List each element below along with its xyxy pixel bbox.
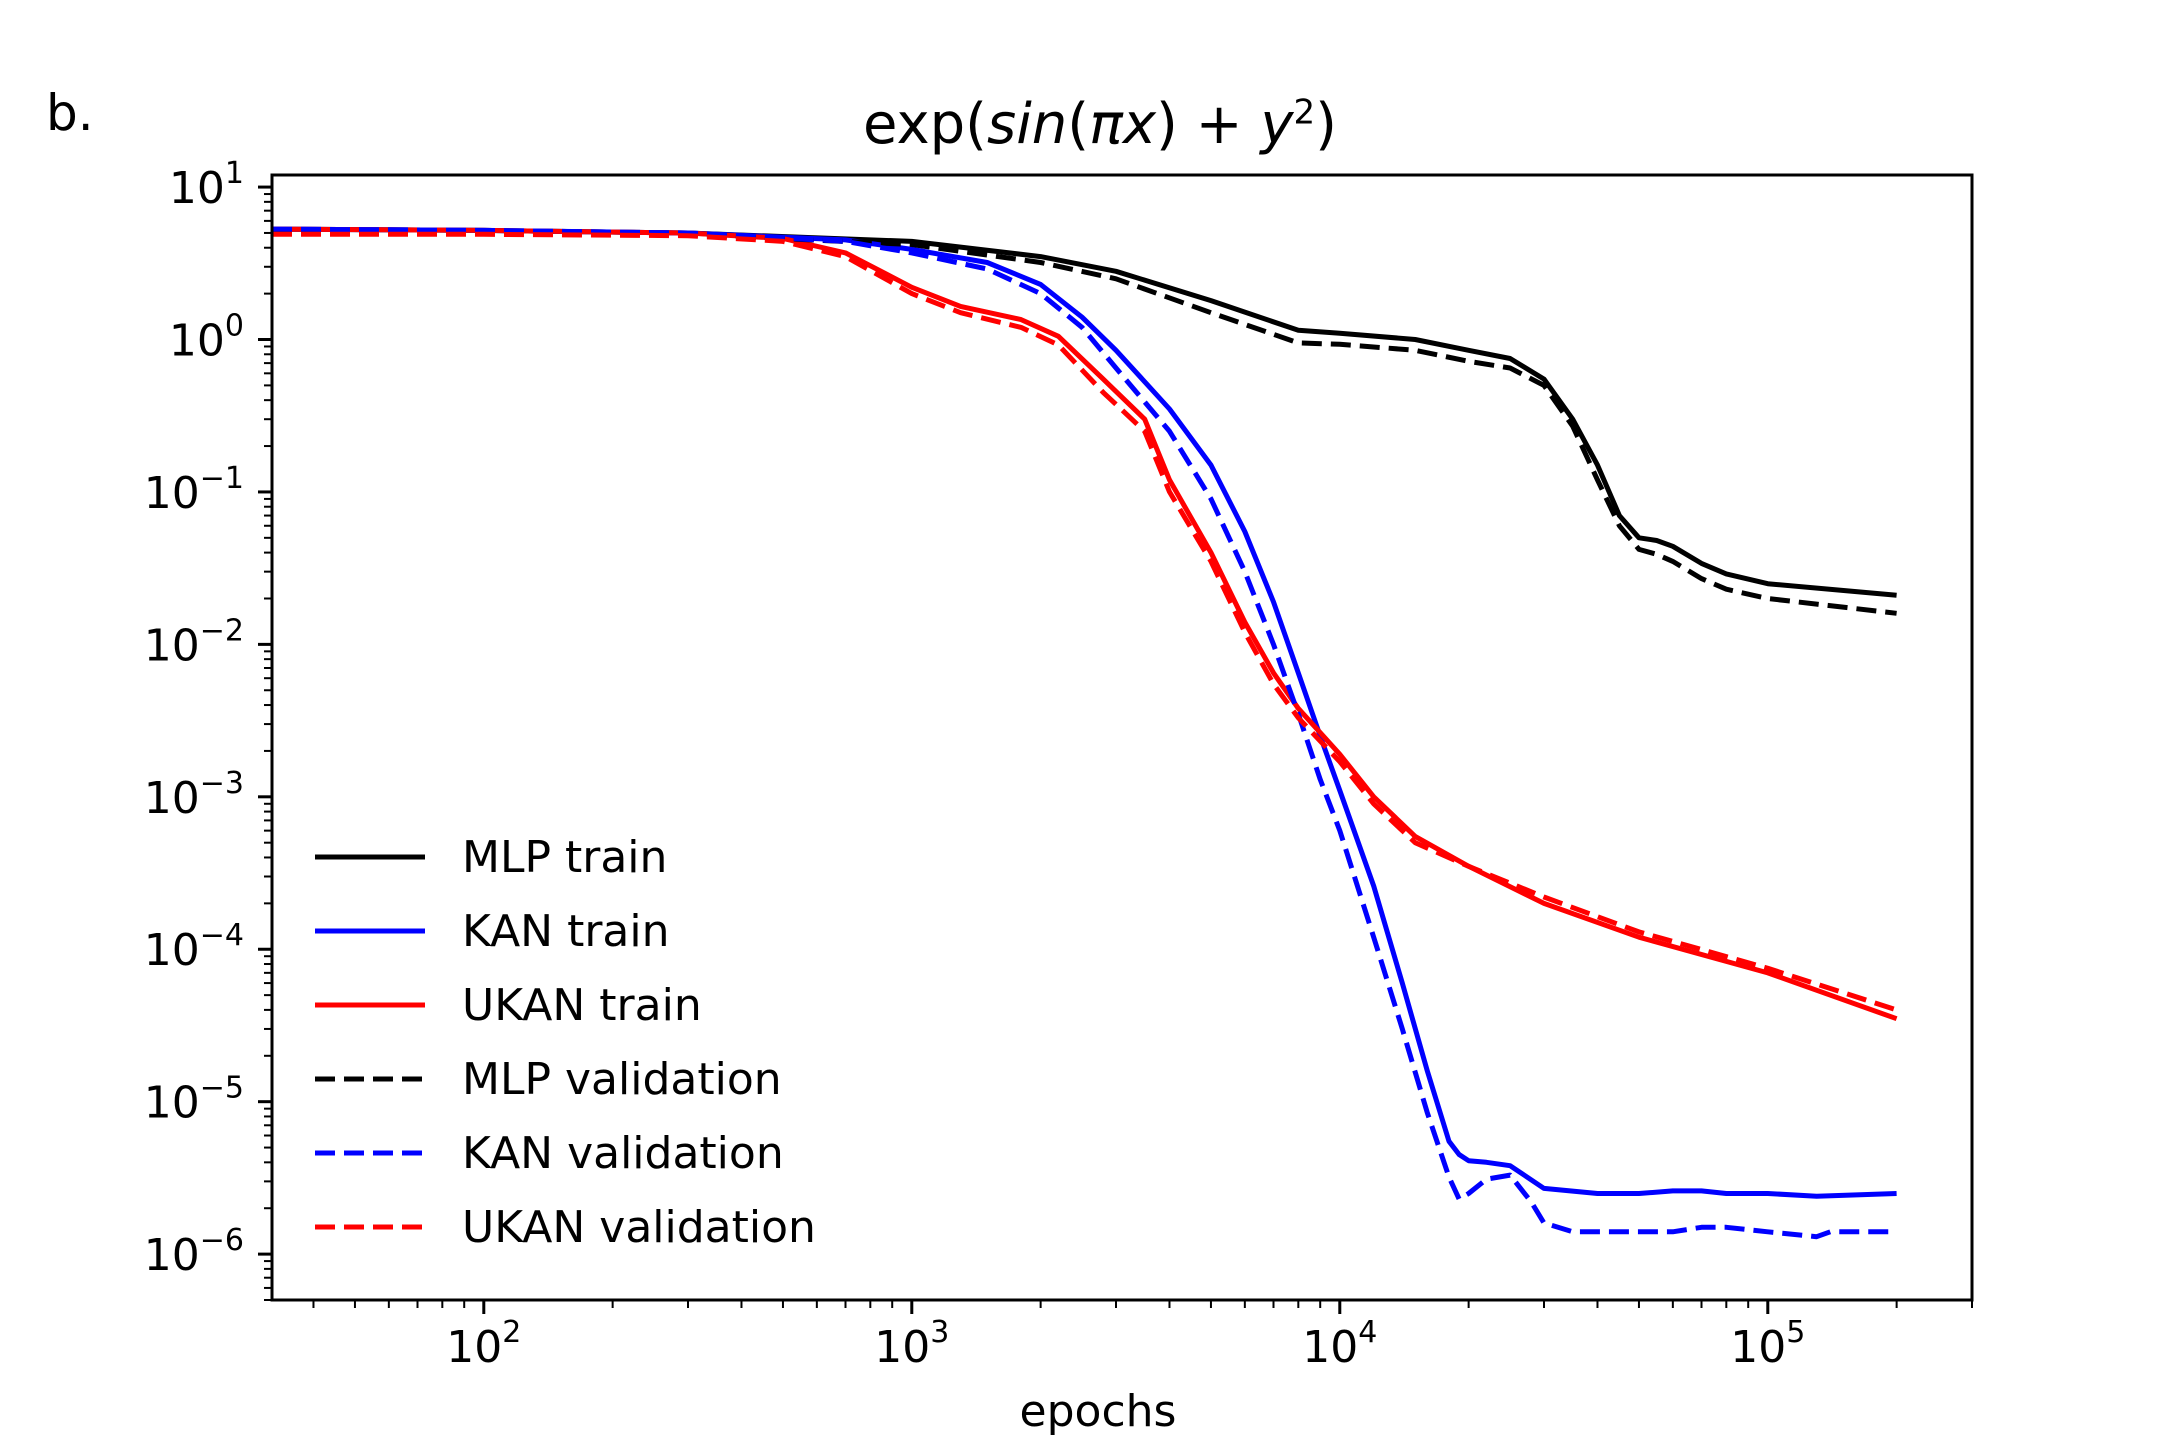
x-tick-label: 102 [446, 1315, 521, 1373]
x-tick-label: 103 [874, 1315, 949, 1373]
y-tick-label: 10−1 [144, 461, 244, 519]
x-tick-label: 105 [1730, 1315, 1805, 1373]
legend-label: UKAN train [462, 980, 702, 1031]
y-tick-label: 10−4 [144, 918, 244, 976]
title-sup: 2 [1293, 92, 1316, 133]
tick-layer: 102 103 104 105 101 100 10−1 10−2 10−3 10−4 10−5 10… [144, 156, 1973, 1373]
y-tick-label: 100 [169, 309, 244, 367]
series-line-ukan-validation [272, 231, 1898, 1013]
title-post: ) [1315, 92, 1337, 157]
title-yvar: y [1260, 92, 1294, 157]
plot-frame [270, 173, 1974, 1302]
panel-label: b. [46, 84, 94, 142]
series-line-mlp-train [271, 226, 1897, 598]
title-func: sin [987, 92, 1068, 157]
x-tick-label: 104 [1302, 1315, 1377, 1373]
y-tick-label: 10−2 [144, 613, 244, 671]
legend-label: MLP validation [462, 1054, 782, 1105]
series-layer [271, 226, 1898, 1240]
chart-title: exp(sin(πx) + y2) [0, 92, 2160, 157]
y-tick-label: 10−5 [144, 1071, 244, 1129]
title-pix: πx [1089, 92, 1156, 157]
legend-label: KAN validation [462, 1128, 784, 1179]
series-line-ukan-train [271, 226, 1898, 1022]
x-axis-label: epochs [1019, 1386, 1177, 1437]
title-mid: ) + [1155, 92, 1261, 157]
title-open: ( [1067, 92, 1090, 157]
y-tick-label: 10−6 [144, 1223, 244, 1281]
legend: MLP train KAN train UKAN train MLP validati… [315, 832, 816, 1253]
y-tick-label: 101 [169, 156, 244, 214]
legend-label: MLP train [462, 832, 667, 883]
legend-label: UKAN validation [462, 1202, 816, 1253]
y-tick-label: 10−3 [144, 766, 244, 824]
series-line-mlp-validation [272, 230, 1897, 616]
series-line-kan-train [271, 226, 1897, 1199]
series-line-kan-validation [271, 226, 1897, 1240]
legend-label: KAN train [462, 906, 670, 957]
title-pre: exp( [863, 92, 988, 157]
